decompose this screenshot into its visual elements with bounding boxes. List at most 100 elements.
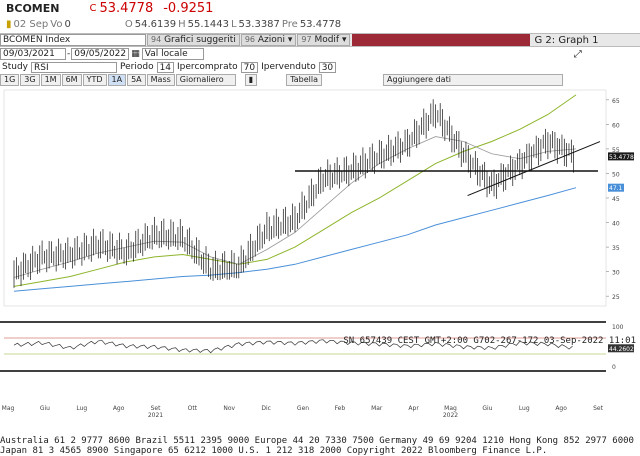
actions-num: 96 xyxy=(244,35,256,44)
y-tick-label: 60 xyxy=(612,122,620,129)
period-field[interactable]: 14 xyxy=(156,61,175,73)
y-tick-label: 25 xyxy=(612,294,620,301)
x-tick-label: Gen xyxy=(297,405,309,412)
edit-button[interactable]: 97 Modif ▾ xyxy=(297,34,351,46)
study-select[interactable]: RSI xyxy=(31,61,117,73)
x-tick-label: Nov xyxy=(223,405,235,412)
x-tick-label: Lug xyxy=(76,405,87,412)
add-data-field[interactable]: Aggiungere dati xyxy=(383,73,564,86)
status-line: SN 657439 CEST GMT+2:00 G702-267-172 03-… xyxy=(343,336,636,346)
x-tick-label: Ago xyxy=(555,405,567,412)
high-value: 55.1443 xyxy=(187,18,229,30)
footer-line-1: Australia 61 2 9777 8600 Brazil 5511 239… xyxy=(0,436,634,446)
y-tick-label: 35 xyxy=(612,245,620,252)
x-tick-label: Set xyxy=(593,405,604,412)
range-mass[interactable]: Mass xyxy=(146,73,175,86)
range-1m[interactable]: 1M xyxy=(40,73,61,86)
x-tick-label: Mag xyxy=(2,405,15,412)
ma-value-label: 47.1 xyxy=(609,185,623,192)
start-date-field[interactable]: 09/03/2021 xyxy=(0,48,66,60)
actions-button[interactable]: 96 Azioni ▾ xyxy=(240,34,297,46)
suggested-label: Grafici suggeriti xyxy=(164,35,236,45)
range-row: 1G 3G 1M 6M YTD 1A 5A Mass Giornaliero ▮… xyxy=(0,73,640,86)
x-tick-label: Set xyxy=(151,405,162,412)
ticker-label: BCOMEN xyxy=(6,2,60,15)
actions-label: Azioni xyxy=(257,35,285,45)
vol-value: 0 xyxy=(64,18,71,30)
range-5a[interactable]: 5A xyxy=(127,73,146,86)
ma-mid-line xyxy=(13,94,577,287)
status-icon: ▮ xyxy=(6,18,12,30)
y-tick-label: 50 xyxy=(612,171,620,178)
edit-num: 97 xyxy=(301,35,312,44)
graph-label: G 2: Graph 1 xyxy=(534,34,599,46)
x-tick-label: Lug xyxy=(519,405,530,412)
low-value: 53.3387 xyxy=(238,18,280,30)
footer-line-2: Japan 81 3 4565 8900 Singapore 65 6212 1… xyxy=(0,446,548,456)
x-tick-label: Giu xyxy=(482,405,492,412)
high-label: H xyxy=(178,18,186,30)
y-tick-label: 65 xyxy=(612,98,620,105)
frequency-select[interactable]: Giornaliero xyxy=(175,73,236,86)
y-tick-label: 40 xyxy=(612,221,620,228)
x-tick-label: Dic xyxy=(261,405,271,412)
last-price: 53.4778 xyxy=(99,1,154,16)
rsi-value-box xyxy=(608,344,634,353)
y-tick-label: 30 xyxy=(612,270,620,277)
main-toolbar: BCOMEN Index 94 Grafici suggeriti 96 Azi… xyxy=(0,33,640,47)
low-label: L xyxy=(230,18,237,30)
price-chart[interactable]: 25 30 35 40 45 50 55 60 65 53.4778 47.1 0 100 44.2602… xyxy=(0,86,640,422)
range-3g[interactable]: 3G xyxy=(20,73,40,86)
security-field[interactable]: BCOMEN Index xyxy=(0,34,146,46)
range-ytd[interactable]: YTD xyxy=(82,73,107,86)
table-button[interactable]: Tabella xyxy=(286,73,323,86)
year-label: 2021 xyxy=(148,412,163,419)
date-label: 02 Sep xyxy=(13,18,49,30)
rsi-value-label: 44.2602 xyxy=(609,346,634,353)
suggested-charts-button[interactable]: 94 Grafici suggeriti xyxy=(147,34,240,46)
currency-select[interactable]: Val locale xyxy=(141,48,204,60)
open-label: O xyxy=(124,18,133,30)
study-row: Study RSI Periodo 14 Ipercomprato 70 Ipe… xyxy=(0,61,640,73)
x-tick-label: Ott xyxy=(188,405,198,412)
y-tick-label: 45 xyxy=(612,196,620,203)
overbought-field[interactable]: 70 xyxy=(240,61,259,73)
period-label: Periodo xyxy=(120,62,154,72)
trend-line xyxy=(467,141,601,197)
price-change: -0.9251 xyxy=(163,1,214,16)
date-row: 09/03/2021 - 09/05/2022 ▦ Val locale ⤢ xyxy=(0,48,640,60)
suggested-num: 94 xyxy=(151,35,162,44)
end-date-field[interactable]: 09/05/2022 xyxy=(71,48,130,60)
open-value: 54.6139 xyxy=(134,18,177,30)
ma-value-box xyxy=(608,183,624,192)
chart-icon[interactable]: ▮ xyxy=(244,73,258,86)
chart-labels: 25 30 35 40 45 50 55 60 65 53.4778 47.1 0 100 44.2602… xyxy=(2,98,634,419)
vol-label: Vo xyxy=(50,18,63,30)
rsi-tick-label: 0 xyxy=(612,364,616,371)
x-tick-label: Giu xyxy=(40,405,50,412)
year-label: 2022 xyxy=(443,412,458,419)
rsi-line xyxy=(13,339,573,354)
rsi-tick-label: 100 xyxy=(612,324,624,331)
prev-value: 53.4778 xyxy=(299,18,342,30)
last-price-label: 53.4778 xyxy=(609,154,634,161)
prev-label: Pre xyxy=(281,18,298,30)
price-panel-frame xyxy=(3,89,607,307)
range-6m[interactable]: 6M xyxy=(61,73,82,86)
y-tick-label: 55 xyxy=(612,147,620,154)
expand-icon[interactable]: ⤢ xyxy=(573,48,582,60)
oversold-field[interactable]: 30 xyxy=(318,61,337,73)
oversold-label: Ipervenduto xyxy=(261,62,316,72)
x-tick-label: Feb xyxy=(335,405,346,412)
study-label: Study xyxy=(2,62,28,72)
overbought-label: Ipercomprato xyxy=(177,62,238,72)
x-tick-label: Mag xyxy=(444,405,457,412)
last-price-box xyxy=(608,152,634,161)
ohlc-bar: ▮ 02 Sep Vo 0 O 54.6139 H 55.1443 L 53.3… xyxy=(0,17,640,31)
range-1g[interactable]: 1G xyxy=(0,73,20,86)
x-tick-label: Mar xyxy=(371,405,383,412)
ma-long-line xyxy=(13,187,577,292)
chart-axes xyxy=(0,89,609,372)
range-1a[interactable]: 1A xyxy=(107,73,127,86)
chart-series xyxy=(13,94,601,354)
